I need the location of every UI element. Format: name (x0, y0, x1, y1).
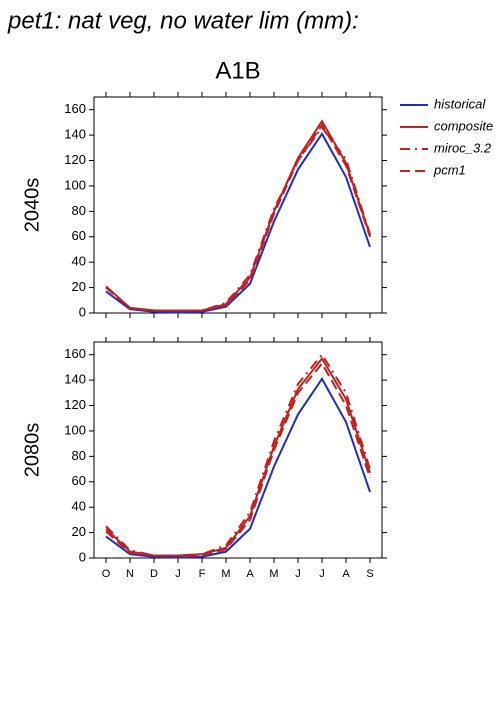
legend-label: composite (434, 118, 493, 133)
plot-frame (93, 341, 383, 559)
x-tick-label: A (246, 568, 254, 580)
x-tick-label: J (319, 568, 325, 580)
y-tick-label: 160 (64, 346, 86, 361)
legend-label: miroc_3.2 (434, 140, 492, 155)
plot-frame (93, 96, 383, 314)
x-tick-label: J (175, 568, 181, 580)
chart-subtitle: A1B (215, 57, 260, 84)
x-tick-label: N (126, 568, 134, 580)
legend-label: pcm1 (433, 162, 466, 177)
data-line (105, 123, 371, 312)
y-tick-label: 20 (72, 279, 86, 294)
y-axis-label: 2040s (21, 178, 43, 233)
x-tick-label: M (221, 568, 230, 580)
y-tick-label: 140 (64, 127, 86, 142)
data-line (105, 125, 371, 312)
y-tick-label: 160 (64, 101, 86, 116)
x-tick-label: A (342, 568, 350, 580)
y-tick-label: 60 (72, 228, 86, 243)
x-tick-label: J (295, 568, 301, 580)
y-tick-label: 120 (64, 152, 86, 167)
y-tick-label: 20 (72, 524, 86, 539)
data-line (105, 361, 371, 557)
y-tick-label: 0 (79, 304, 86, 319)
legend-label: historical (434, 96, 486, 111)
y-tick-label: 120 (64, 397, 86, 412)
y-tick-label: 40 (72, 254, 86, 269)
data-line (105, 131, 371, 314)
x-tick-label: M (269, 568, 278, 580)
x-tick-label: D (150, 568, 158, 580)
y-tick-label: 100 (64, 177, 86, 192)
data-line (105, 376, 371, 559)
chart-title: pet1: nat veg, no water lim (mm): (7, 7, 359, 34)
y-tick-label: 80 (72, 203, 86, 218)
y-tick-label: 40 (72, 499, 86, 514)
x-tick-label: F (199, 568, 206, 580)
data-line (105, 356, 371, 557)
y-tick-label: 60 (72, 473, 86, 488)
y-tick-label: 0 (79, 549, 86, 564)
x-tick-label: S (366, 568, 373, 580)
y-axis-label: 2080s (21, 423, 43, 478)
data-line (105, 352, 371, 557)
y-tick-label: 100 (64, 422, 86, 437)
y-tick-label: 80 (72, 448, 86, 463)
x-tick-label: O (102, 568, 111, 580)
y-tick-label: 140 (64, 372, 86, 387)
